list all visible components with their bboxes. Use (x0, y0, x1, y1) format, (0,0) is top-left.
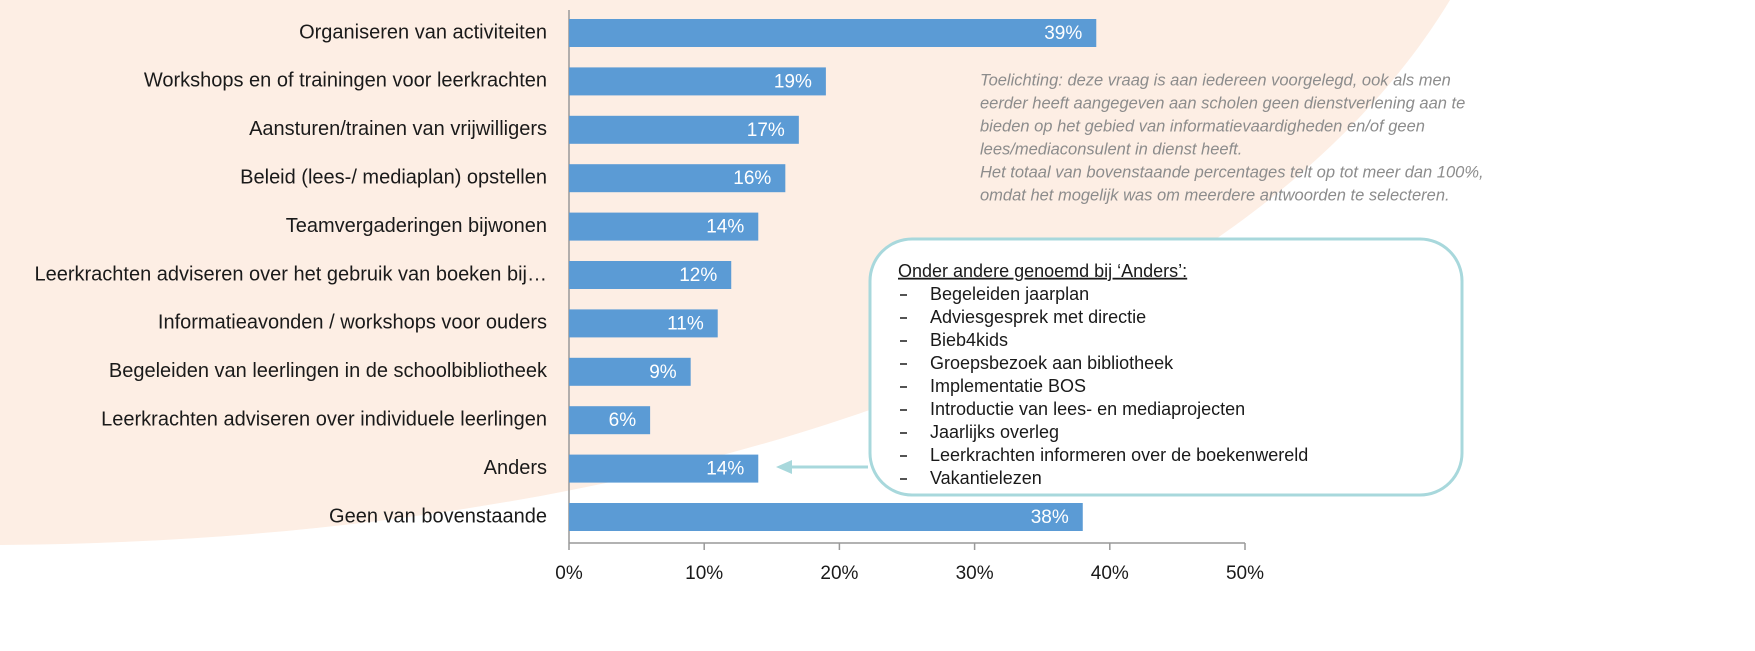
bar (569, 261, 732, 289)
category-label: Geen van bovenstaande (329, 505, 547, 527)
box-title: Onder andere genoemd bij ‘Anders’: (898, 261, 1187, 281)
category-label: Leerkrachten adviseren over individuele … (101, 408, 547, 430)
value-label: 6% (609, 410, 637, 431)
category-label: Teamvergaderingen bijwonen (286, 215, 547, 237)
box-item: Adviesgesprek met directie (930, 307, 1146, 327)
x-tick-label: 30% (956, 563, 994, 584)
category-label: Beleid (lees-/ mediaplan) opstellen (240, 166, 547, 188)
bar (569, 406, 651, 435)
box-item: Leerkrachten informeren over de boekenwe… (930, 445, 1308, 465)
bar (569, 309, 718, 338)
value-label: 11% (667, 313, 704, 334)
category-label: Workshops en of trainingen voor leerkrac… (144, 70, 547, 92)
category-label: Begeleiden van leerlingen in de schoolbi… (109, 360, 548, 382)
note-line: Het totaal van bovenstaande percentages … (980, 163, 1484, 181)
value-label: 14% (706, 459, 744, 480)
arrow-head (776, 460, 792, 474)
bar (569, 454, 759, 483)
category-label: Informatieavonden / workshops voor ouder… (158, 312, 547, 334)
category-label: Leerkrachten adviseren over het gebruik … (34, 263, 547, 285)
box-item: Introductie van lees- en mediaprojecten (930, 399, 1245, 419)
value-label: 38% (1031, 507, 1069, 528)
bar (569, 67, 826, 96)
bar (569, 212, 759, 241)
x-tick-label: 40% (1091, 563, 1129, 584)
anders-box (868, 237, 1464, 497)
bar (569, 19, 1097, 47)
value-label: 17% (747, 120, 785, 141)
bar (569, 164, 786, 193)
value-label: 14% (706, 217, 744, 238)
value-label: 39% (1044, 23, 1082, 44)
value-label: 12% (679, 265, 717, 286)
bar (569, 503, 1083, 531)
note-line: bieden op het gebied van informatievaard… (980, 117, 1425, 135)
category-label: Anders (484, 457, 547, 479)
category-label: Aansturen/trainen van vrijwilligers (249, 118, 547, 140)
bar (569, 357, 691, 386)
note-line: omdat het mogelijk was om meerdere antwo… (980, 186, 1450, 204)
x-tick-label: 50% (1226, 563, 1264, 584)
box-item: Vakantielezen (930, 468, 1042, 488)
note-line: lees/mediaconsulent in dienst heeft. (980, 140, 1242, 158)
box-item: Implementatie BOS (930, 376, 1086, 396)
value-label: 9% (649, 362, 677, 383)
x-tick-label: 20% (820, 563, 858, 584)
note-line: eerder heeft aangegeven aan scholen geen… (980, 94, 1465, 112)
box-item: Begeleiden jaarplan (930, 284, 1089, 304)
box-item: Jaarlijks overleg (930, 422, 1059, 442)
x-tick-label: 0% (555, 563, 583, 584)
x-tick-label: 10% (685, 563, 723, 584)
category-label: Organiseren van activiteiten (299, 21, 547, 43)
box-item: Bieb4kids (930, 330, 1008, 350)
bar (569, 115, 799, 144)
value-label: 16% (733, 168, 771, 189)
note-line: Toelichting: deze vraag is aan iedereen … (980, 71, 1451, 89)
box-item: Groepsbezoek aan bibliotheek (930, 353, 1174, 373)
value-label: 19% (774, 71, 812, 92)
